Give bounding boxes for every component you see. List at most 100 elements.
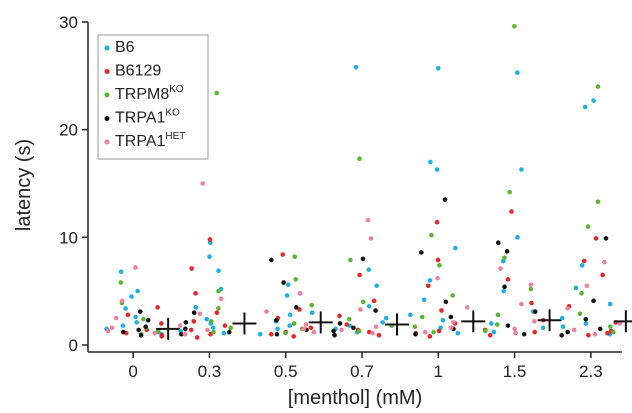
legend-superscript: KO <box>169 84 184 95</box>
data-point <box>586 333 591 338</box>
median-marker <box>613 310 632 333</box>
data-point <box>188 327 194 333</box>
data-point <box>118 269 124 275</box>
data-point <box>205 327 210 333</box>
data-point <box>451 320 456 325</box>
data-point <box>353 64 359 70</box>
data-point <box>498 266 503 271</box>
data-point <box>357 272 362 278</box>
data-point <box>268 331 274 337</box>
data-point <box>218 296 224 302</box>
x-tick-label: 0 <box>128 362 137 381</box>
median-marker <box>385 313 409 336</box>
data-point <box>371 298 377 304</box>
data-point <box>120 329 126 335</box>
data-point <box>502 255 507 261</box>
data-point <box>513 330 518 336</box>
data-point <box>591 298 596 304</box>
data-point <box>422 329 428 335</box>
y-axis-title: latency (s) <box>13 139 35 231</box>
data-point <box>521 331 527 337</box>
data-point <box>152 330 158 336</box>
data-point <box>216 288 221 294</box>
data-point <box>214 90 219 96</box>
data-point <box>182 331 188 337</box>
data-point <box>565 306 570 311</box>
legend-name: TRPA1 <box>115 133 165 150</box>
x-tick-label: 1 <box>434 362 443 381</box>
data-point <box>138 333 144 338</box>
data-point <box>427 334 433 339</box>
x-tick-label: 0.3 <box>198 362 222 381</box>
x-tick-label: 0.7 <box>350 362 374 381</box>
data-point <box>434 167 440 172</box>
data-point <box>435 257 441 263</box>
data-point <box>208 319 214 324</box>
data-point <box>228 325 233 331</box>
data-point <box>584 283 590 289</box>
data-point <box>585 224 591 229</box>
data-point <box>193 291 198 296</box>
legend-name: TRPM8 <box>115 86 169 103</box>
data-point <box>257 331 263 337</box>
data-point <box>565 329 571 335</box>
data-point <box>189 266 194 271</box>
data-point <box>373 324 379 329</box>
legend-label: TRPA1KO <box>115 107 180 127</box>
data-point <box>504 249 510 254</box>
data-point <box>515 235 520 240</box>
legend-box <box>97 34 209 160</box>
data-point <box>435 275 440 281</box>
data-point <box>427 278 433 283</box>
data-point <box>429 232 434 238</box>
data-point <box>287 312 293 318</box>
data-point <box>419 250 424 255</box>
data-point <box>134 320 139 325</box>
data-point <box>280 252 286 257</box>
data-point <box>488 321 494 326</box>
legend-label: B6129 <box>115 63 161 80</box>
data-point <box>593 236 599 241</box>
data-point <box>137 309 143 314</box>
data-point <box>301 326 307 332</box>
x-axis-title: [menthol] (mM) <box>288 387 422 409</box>
data-point <box>431 329 436 335</box>
data-point <box>183 320 189 325</box>
data-point <box>501 288 507 294</box>
data-point <box>145 317 151 323</box>
data-point <box>348 257 353 263</box>
data-point <box>502 284 507 290</box>
data-point <box>583 316 589 322</box>
data-point <box>528 286 534 292</box>
median-marker <box>461 310 486 333</box>
legend-name: TRPA1 <box>115 110 165 127</box>
data-point <box>358 307 363 312</box>
data-point <box>412 324 418 329</box>
data-point <box>125 312 131 318</box>
data-point <box>494 322 500 327</box>
data-point <box>380 320 385 325</box>
data-point <box>559 333 564 338</box>
data-point <box>269 257 274 263</box>
data-point <box>507 189 512 195</box>
data-point <box>197 311 203 317</box>
data-point <box>133 265 138 270</box>
legend-label: B6 <box>115 39 135 56</box>
legend-name: B6 <box>115 39 135 56</box>
data-point <box>483 328 488 334</box>
data-point <box>439 308 444 313</box>
data-point <box>293 305 299 310</box>
median-marker <box>232 312 257 335</box>
data-point <box>583 321 589 326</box>
data-point <box>283 330 288 336</box>
data-point <box>214 310 220 316</box>
data-point <box>495 240 501 246</box>
data-point <box>573 285 579 291</box>
data-point <box>443 299 449 305</box>
data-point <box>135 288 140 294</box>
data-point <box>179 331 184 337</box>
data-point <box>413 331 418 337</box>
data-point <box>600 272 605 278</box>
data-point <box>366 303 372 309</box>
data-point <box>207 237 213 242</box>
